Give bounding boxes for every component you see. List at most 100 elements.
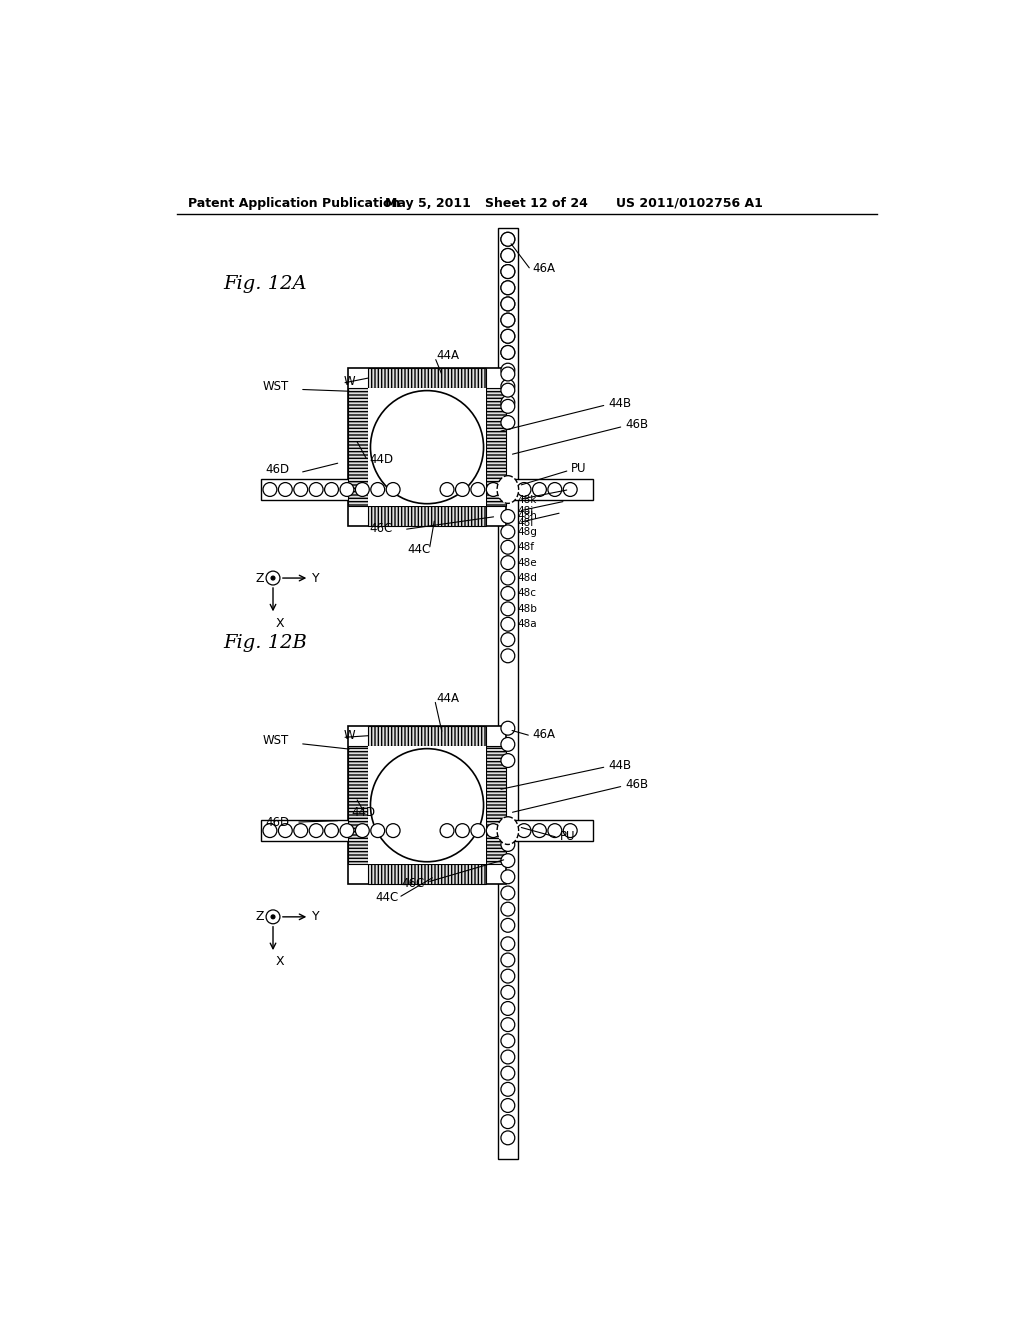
- Text: X: X: [275, 616, 284, 630]
- Circle shape: [501, 248, 515, 263]
- Circle shape: [501, 313, 515, 327]
- Circle shape: [501, 281, 515, 294]
- Text: 46D: 46D: [265, 463, 290, 477]
- Text: Patent Application Publication: Patent Application Publication: [188, 197, 400, 210]
- Circle shape: [294, 824, 307, 838]
- Bar: [368, 865, 486, 884]
- Text: PU: PU: [571, 462, 587, 475]
- Text: Z: Z: [255, 911, 264, 924]
- Circle shape: [386, 483, 400, 496]
- Bar: [348, 746, 368, 865]
- Circle shape: [532, 483, 547, 496]
- Circle shape: [501, 854, 515, 867]
- Circle shape: [501, 540, 515, 554]
- Text: US 2011/0102756 A1: US 2011/0102756 A1: [615, 197, 763, 210]
- Ellipse shape: [497, 475, 518, 503]
- Circle shape: [548, 824, 562, 838]
- Circle shape: [501, 821, 515, 836]
- Text: 48d: 48d: [518, 573, 538, 583]
- Circle shape: [266, 572, 280, 585]
- Circle shape: [309, 483, 323, 496]
- Text: Fig. 12B: Fig. 12B: [223, 635, 307, 652]
- Circle shape: [501, 1034, 515, 1048]
- Circle shape: [340, 483, 354, 496]
- Circle shape: [501, 649, 515, 663]
- Circle shape: [456, 824, 469, 838]
- Circle shape: [501, 919, 515, 932]
- Circle shape: [501, 330, 515, 343]
- Text: 48c: 48c: [518, 589, 537, 598]
- Circle shape: [501, 264, 515, 279]
- Circle shape: [471, 483, 484, 496]
- Circle shape: [309, 824, 323, 838]
- Bar: [261, 479, 416, 500]
- Text: 48g: 48g: [518, 527, 538, 537]
- Text: 44B: 44B: [608, 759, 631, 772]
- Circle shape: [340, 824, 354, 838]
- Text: PU: PU: [559, 829, 574, 842]
- Circle shape: [501, 1002, 515, 1015]
- Text: 44B: 44B: [608, 397, 631, 409]
- Circle shape: [294, 483, 307, 496]
- Text: W: W: [344, 375, 355, 388]
- Text: 46C: 46C: [370, 521, 392, 535]
- Bar: [348, 368, 506, 527]
- Circle shape: [501, 1067, 515, 1080]
- Ellipse shape: [497, 817, 518, 845]
- Circle shape: [501, 632, 515, 647]
- Text: 46D: 46D: [265, 816, 290, 829]
- Circle shape: [532, 824, 547, 838]
- Circle shape: [486, 824, 500, 838]
- Circle shape: [501, 396, 515, 409]
- Circle shape: [501, 232, 515, 246]
- Bar: [368, 368, 486, 388]
- Circle shape: [501, 297, 515, 312]
- Circle shape: [371, 483, 385, 496]
- Circle shape: [501, 281, 515, 294]
- Circle shape: [501, 367, 515, 381]
- Circle shape: [517, 483, 531, 496]
- Bar: [438, 479, 593, 500]
- Text: 48i: 48i: [518, 517, 535, 528]
- Circle shape: [501, 1018, 515, 1032]
- Bar: [486, 388, 506, 506]
- Circle shape: [456, 483, 469, 496]
- Text: X: X: [275, 956, 284, 969]
- Text: 48e: 48e: [518, 557, 538, 568]
- Circle shape: [501, 870, 515, 884]
- Circle shape: [271, 576, 274, 579]
- Circle shape: [440, 483, 454, 496]
- Text: W: W: [344, 730, 355, 742]
- Circle shape: [501, 346, 515, 359]
- Circle shape: [501, 738, 515, 751]
- Circle shape: [548, 483, 562, 496]
- Text: 44C: 44C: [408, 543, 431, 556]
- Circle shape: [501, 886, 515, 900]
- Circle shape: [563, 824, 578, 838]
- Circle shape: [371, 824, 385, 838]
- Text: 46A: 46A: [532, 261, 555, 275]
- Circle shape: [279, 483, 292, 496]
- Bar: [368, 388, 486, 506]
- Circle shape: [263, 824, 276, 838]
- Text: 48a: 48a: [518, 619, 538, 630]
- Circle shape: [501, 383, 515, 397]
- Text: 44A: 44A: [436, 348, 459, 362]
- Circle shape: [501, 602, 515, 615]
- Circle shape: [502, 824, 515, 838]
- Circle shape: [501, 297, 515, 312]
- Circle shape: [501, 903, 515, 916]
- Circle shape: [501, 754, 515, 767]
- Circle shape: [501, 416, 515, 429]
- Circle shape: [517, 824, 531, 838]
- Text: Z: Z: [255, 572, 264, 585]
- Text: 46B: 46B: [625, 418, 648, 432]
- Text: 44C: 44C: [376, 891, 398, 904]
- Text: 48f: 48f: [518, 543, 535, 552]
- Bar: [261, 820, 416, 841]
- Bar: [348, 726, 506, 884]
- Circle shape: [501, 525, 515, 539]
- Circle shape: [501, 572, 515, 585]
- Circle shape: [325, 824, 339, 838]
- Circle shape: [501, 379, 515, 393]
